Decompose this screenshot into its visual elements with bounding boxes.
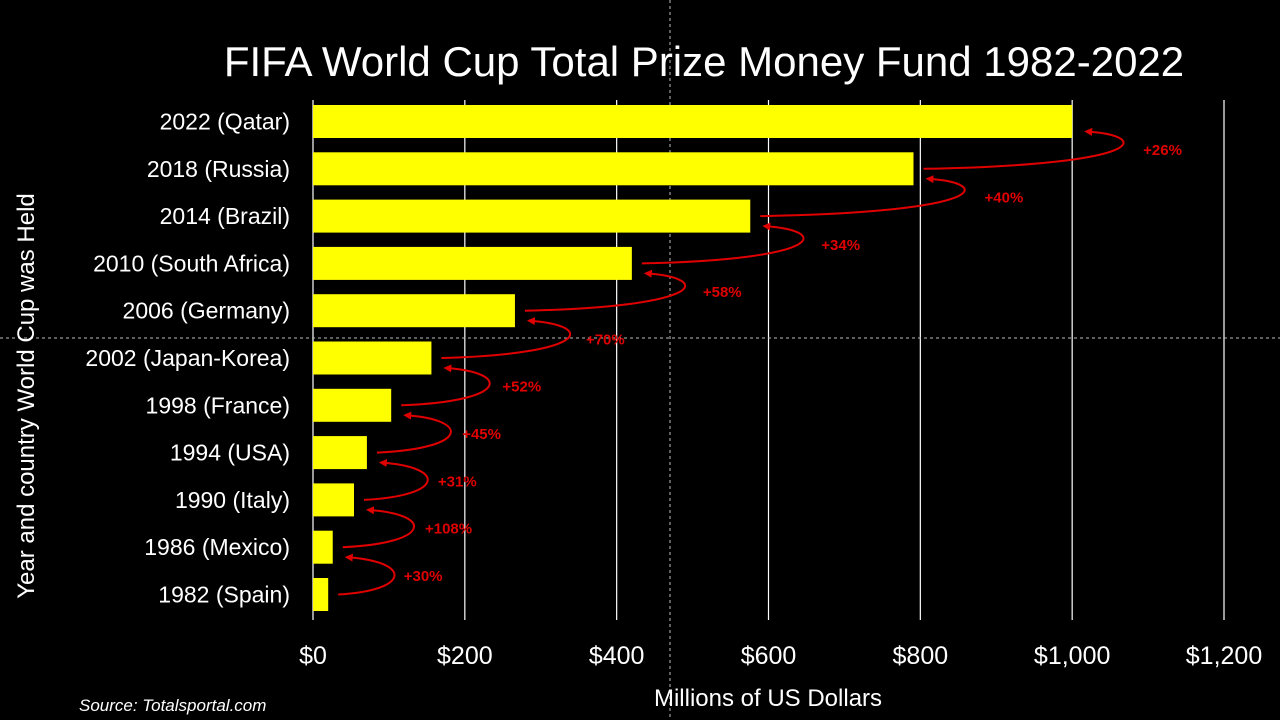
growth-arrow <box>923 127 1125 170</box>
bar <box>313 294 515 328</box>
x-tick-label: $1,200 <box>1186 642 1262 670</box>
category-label: 1986 (Mexico) <box>144 534 290 560</box>
x-tick-label: $400 <box>589 642 645 670</box>
growth-arrow <box>641 222 805 265</box>
growth-label: +70% <box>586 331 625 348</box>
category-label: 1998 (France) <box>146 392 290 418</box>
growth-label: +108% <box>425 521 472 538</box>
bars <box>313 105 1073 611</box>
category-labels: 2022 (Qatar) 2018 (Russia) 2014 (Brazil) 20… <box>85 109 290 608</box>
category-label: 1990 (Italy) <box>175 487 290 513</box>
growth-arrow <box>524 269 687 312</box>
chart-title: FIFA World Cup Total Prize Money Fund 19… <box>224 38 1184 85</box>
bar <box>313 246 632 280</box>
growth-arrow <box>338 553 396 596</box>
growth-label: +40% <box>985 189 1024 206</box>
bar <box>313 483 354 517</box>
category-label: 2014 (Brazil) <box>160 203 290 229</box>
x-tick-label: $800 <box>893 642 949 670</box>
bar <box>313 105 1073 138</box>
growth-label: +58% <box>703 284 742 301</box>
bar <box>313 152 914 186</box>
x-tick-label: $0 <box>299 642 327 670</box>
growth-arrow <box>376 411 452 454</box>
growth-label: +30% <box>404 568 443 585</box>
grid-lines <box>312 100 1225 620</box>
x-tick-labels: $0 $200 $400 $600 $800 $1,000 $1,200 <box>299 642 1262 670</box>
category-label: 2018 (Russia) <box>147 156 290 182</box>
source-note: Source: Totalsportal.com <box>79 696 266 715</box>
growth-annotations: +26% +40% +34% +58% +70% +52% +45% +31% +108% +30… <box>338 127 1182 596</box>
x-tick-label: $600 <box>741 642 797 670</box>
growth-label: +31% <box>438 473 477 490</box>
bar <box>313 388 392 422</box>
growth-arrow <box>342 506 415 549</box>
category-label: 2010 (South Africa) <box>93 250 290 276</box>
growth-arrow <box>363 458 429 501</box>
category-label: 1982 (Spain) <box>158 582 290 608</box>
x-tick-label: $200 <box>437 642 493 670</box>
x-axis-title: Millions of US Dollars <box>654 685 882 712</box>
growth-label: +34% <box>821 237 860 254</box>
category-label: 2022 (Qatar) <box>160 109 290 135</box>
bar <box>313 578 329 611</box>
growth-arrow <box>760 175 966 218</box>
growth-arrow <box>401 364 491 407</box>
category-label: 2006 (Germany) <box>123 298 290 324</box>
growth-label: +26% <box>1143 142 1182 159</box>
bar <box>313 341 432 375</box>
growth-label: +52% <box>502 379 541 396</box>
category-label: 1994 (USA) <box>170 440 290 466</box>
growth-arrow <box>441 317 572 359</box>
bar <box>313 436 367 470</box>
bar <box>313 530 333 564</box>
x-tick-label: $1,000 <box>1034 642 1110 670</box>
growth-label: +45% <box>462 426 501 443</box>
bar <box>313 199 751 233</box>
y-axis-title: Year and country World Cup was Held <box>13 193 40 599</box>
category-label: 2002 (Japan-Korea) <box>85 345 290 371</box>
